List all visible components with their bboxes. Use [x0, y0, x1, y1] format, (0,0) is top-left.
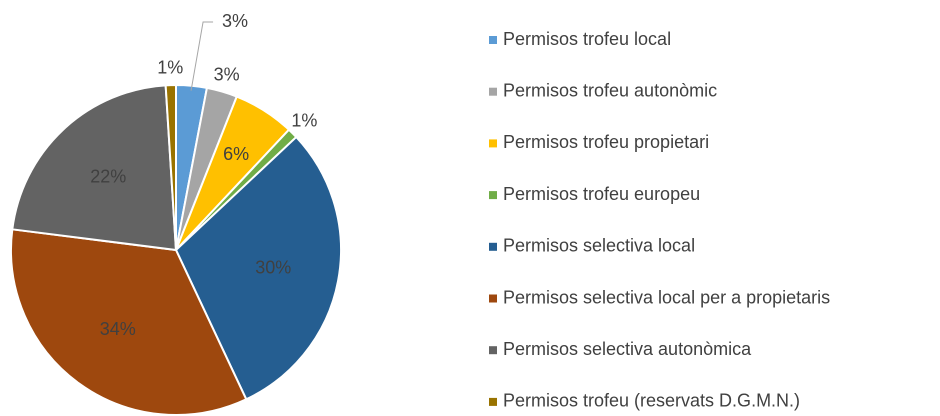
pie-slice	[174, 135, 342, 401]
pie-slice	[164, 83, 177, 251]
legend-swatch	[489, 36, 497, 44]
legend-swatch	[489, 139, 497, 148]
leader-line	[190, 21, 214, 91]
pie-slice	[11, 84, 178, 252]
data-label: 34%	[100, 319, 136, 339]
legend-label: Permisos selectiva autonòmica	[503, 339, 752, 359]
legend-label: Permisos trofeu autonòmic	[503, 80, 717, 100]
legend-label: Permisos selectiva local per a propietar…	[503, 287, 830, 307]
legend-swatch	[489, 397, 497, 406]
legend-label: Permisos trofeu europeu	[503, 184, 700, 204]
legend-swatch	[489, 242, 497, 251]
legend-label: Permisos trofeu (reservats D.G.M.N.)	[503, 391, 800, 411]
legend-swatch	[489, 346, 497, 355]
pie-slice	[10, 228, 248, 416]
data-label: 22%	[90, 167, 126, 187]
legend-swatch	[489, 87, 497, 96]
data-label: 3%	[222, 11, 248, 31]
data-label: 1%	[157, 57, 183, 77]
data-label: 30%	[255, 257, 291, 277]
data-label: 1%	[291, 110, 317, 130]
data-label: 3%	[214, 64, 240, 84]
legend-label: Permisos trofeu local	[503, 29, 671, 49]
data-label: 6%	[223, 144, 249, 164]
legend-swatch	[489, 191, 497, 200]
legend-swatch	[489, 294, 497, 303]
legend-label: Permisos selectiva local	[503, 236, 695, 256]
legend-label: Permisos trofeu propietari	[503, 132, 709, 152]
